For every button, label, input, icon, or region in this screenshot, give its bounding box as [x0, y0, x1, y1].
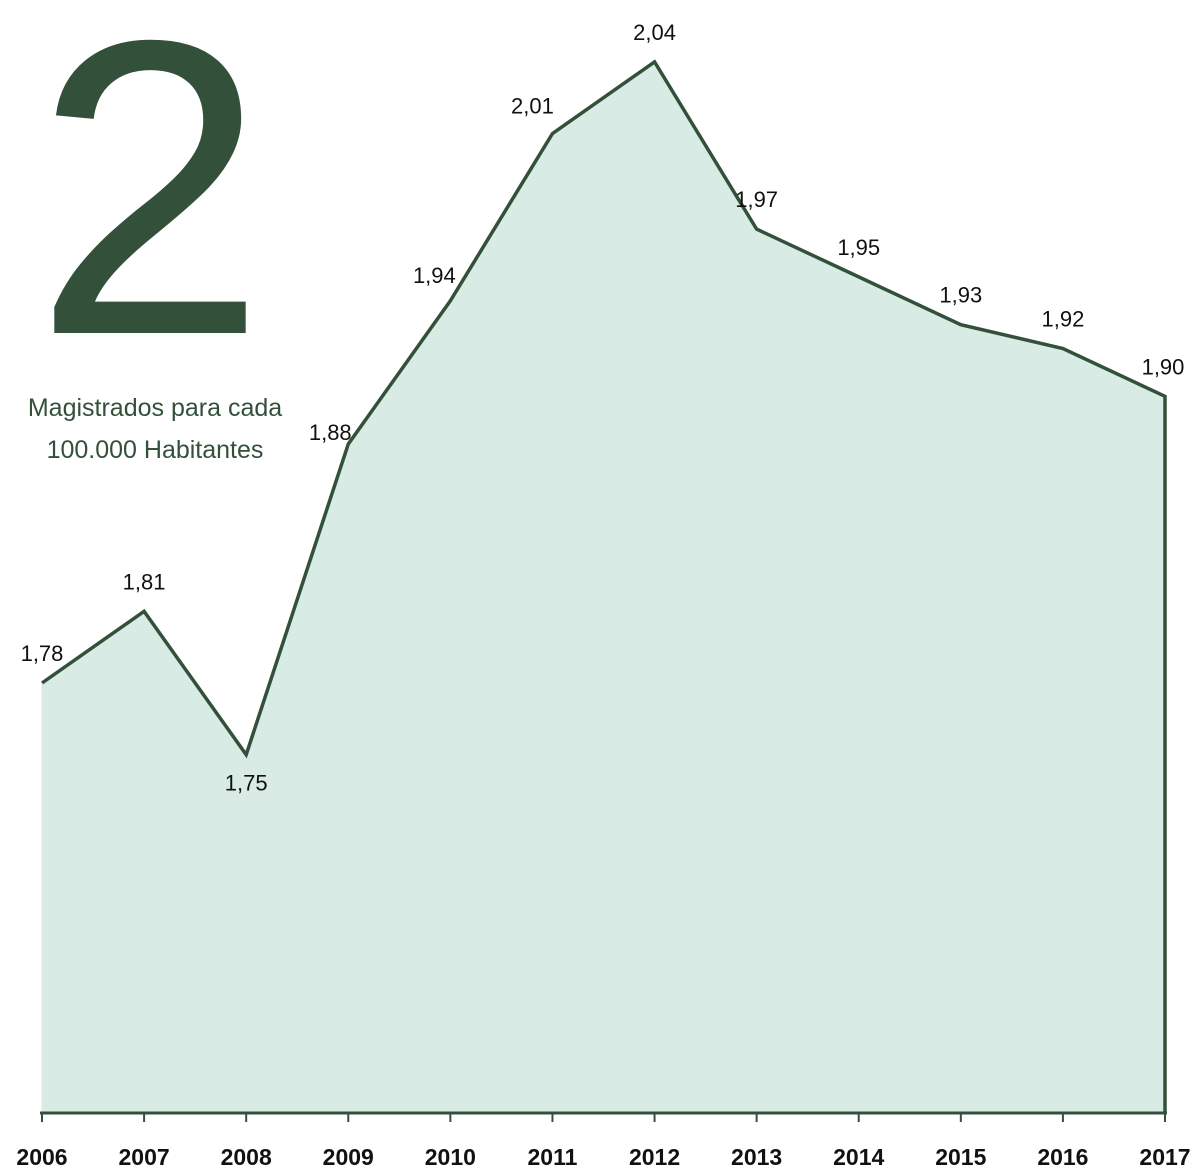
- x-tick-label: 2014: [833, 1144, 884, 1170]
- data-label: 1,88: [309, 420, 352, 445]
- x-tick-label: 2009: [323, 1144, 374, 1170]
- x-tick-label: 2017: [1139, 1144, 1190, 1170]
- x-tick-label: 2007: [119, 1144, 170, 1170]
- data-label: 1,75: [225, 771, 268, 796]
- subtitle-line: Magistrados para cada: [28, 394, 282, 422]
- plot: 2006 1,78 2007 1,81 2008 1,75 2009 1,88 2010 1,94…: [16, 20, 1190, 1170]
- x-tick-label: 2006: [16, 1144, 67, 1170]
- big-number: 2: [33, 0, 267, 423]
- data-label: 1,78: [21, 641, 64, 666]
- x-tick-label: 2012: [629, 1144, 680, 1170]
- data-label: 1,90: [1142, 354, 1185, 379]
- data-label: 2,01: [511, 94, 554, 119]
- x-tick-label: 2008: [221, 1144, 272, 1170]
- data-label: 2,04: [633, 20, 676, 45]
- x-tick-label: 2010: [425, 1144, 476, 1170]
- data-label: 1,93: [939, 283, 982, 308]
- x-tick-label: 2016: [1037, 1144, 1088, 1170]
- data-label: 1,94: [413, 263, 456, 288]
- x-tick-label: 2011: [528, 1144, 578, 1170]
- x-tick-label: 2013: [731, 1144, 782, 1170]
- area: [42, 61, 1165, 1113]
- data-label: 1,95: [837, 235, 880, 260]
- line: [40, 59, 1167, 1113]
- x-tick-label: 2015: [935, 1144, 986, 1170]
- data-label: 1,81: [123, 569, 166, 594]
- data-label: 1,92: [1041, 307, 1084, 332]
- subtitle-line: 100.000 Habitantes: [47, 436, 264, 464]
- data-label: 1,97: [735, 187, 778, 212]
